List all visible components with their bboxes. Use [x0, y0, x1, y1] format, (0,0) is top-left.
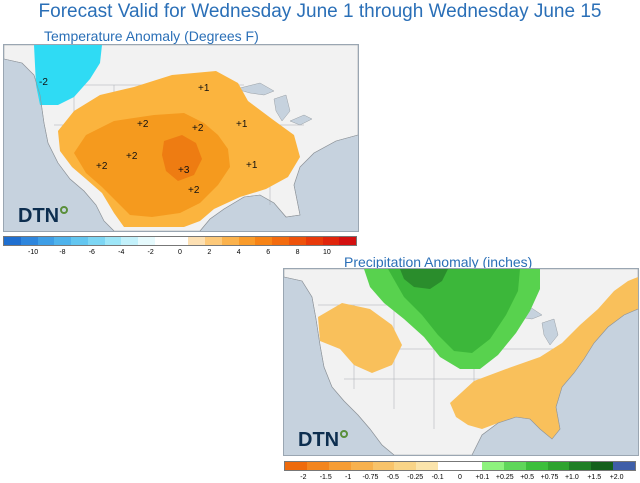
- legend-swatch: [54, 237, 72, 245]
- temperature-map: -2 +1 +2 +2 +1 +2 +2 +3 +1 +2 DTN: [3, 44, 359, 232]
- legend-tick-label: +2.0: [609, 474, 624, 481]
- legend-swatch: [322, 237, 340, 245]
- legend-tick-label: +0.5: [520, 474, 535, 481]
- legend-tick-label: -0.5: [386, 474, 399, 481]
- legend-swatch: [272, 237, 290, 245]
- legend-tick-label: +0.25: [495, 474, 514, 481]
- legend-swatch: [138, 237, 155, 245]
- legend-swatch: [339, 237, 357, 245]
- legend-tick-label: -0.1: [431, 474, 444, 481]
- temperature-legend: -10 -8 -6 -4 -2 0 2 4 6 8 10: [3, 236, 357, 258]
- temperature-labels: -2 +1 +2 +2 +1 +2 +2 +3 +1 +2: [39, 77, 258, 196]
- legend-swatch: [238, 237, 256, 245]
- dtn-logo: DTN: [18, 205, 69, 228]
- anomaly-label: +2: [126, 151, 138, 162]
- warm-anomaly-dark: [162, 135, 202, 181]
- legend-swatch: [221, 237, 239, 245]
- legend-tick-label: 10: [323, 249, 331, 256]
- legend-tick-label: -10: [28, 249, 39, 256]
- legend-swatch: [503, 462, 526, 470]
- dry-anomaly-west: [318, 303, 402, 373]
- legend-tick-label: +0.1: [475, 474, 490, 481]
- legend-swatch: [87, 237, 105, 245]
- precipitation-map: DTN: [283, 268, 639, 456]
- anomaly-label: +1: [198, 83, 210, 94]
- legend-tick-label: 2: [207, 249, 212, 256]
- legend-swatch: [416, 462, 439, 470]
- precipitation-legend-bar: [284, 461, 636, 471]
- legend-swatch: [591, 462, 614, 470]
- legend-tick-label: -2: [300, 474, 307, 481]
- anomaly-label: +3: [178, 165, 190, 176]
- cold-anomaly-area: [34, 45, 102, 105]
- legend-swatch: [104, 237, 122, 245]
- legend-tick-label: +1.0: [564, 474, 579, 481]
- legend-tick-label: 8: [295, 249, 300, 256]
- legend-swatch: [350, 462, 373, 470]
- legend-tick-label: +1.5: [587, 474, 602, 481]
- legend-tick-label: +0.75: [540, 474, 559, 481]
- legend-tick-label: -6: [88, 249, 95, 256]
- dry-anomaly-southeast: [450, 277, 638, 439]
- legend-tick-label: -2: [147, 249, 154, 256]
- legend-swatch: [394, 462, 417, 470]
- legend-swatch: [613, 462, 635, 470]
- wet-anomaly-mid: [388, 269, 520, 353]
- legend-swatch: [154, 237, 172, 245]
- legend-swatch: [460, 462, 482, 470]
- main-title: Forecast Valid for Wednesday June 1 thro…: [38, 1, 602, 22]
- legend-tick-label: -0.25: [407, 474, 424, 481]
- anomaly-label: +2: [188, 185, 200, 196]
- precipitation-map-title: Precipitation Anomaly (inches): [344, 254, 533, 270]
- legend-swatch: [71, 237, 88, 245]
- dtn-logo: DTN: [298, 429, 349, 452]
- anomaly-label: +1: [246, 160, 258, 171]
- anomaly-label: -2: [39, 77, 48, 88]
- legend-swatch: [438, 462, 460, 470]
- precipitation-legend-ticks: -2 -1.5 -1 -0.75 -0.5 -0.25 -0.1 0 +0.1 +0.25 +0.5…: [284, 471, 636, 483]
- legend-tick-label: 0: [178, 249, 182, 256]
- legend-swatch: [285, 462, 307, 470]
- anomaly-label: +2: [137, 119, 149, 130]
- temperature-map-title: Temperature Anomaly (Degrees F): [44, 28, 259, 44]
- legend-swatch: [547, 462, 570, 470]
- legend-swatch: [37, 237, 55, 245]
- legend-tick-label: 4: [236, 249, 241, 256]
- legend-tick-label: 0: [458, 474, 462, 481]
- legend-swatch: [525, 462, 548, 470]
- legend-tick-label: -1: [344, 474, 352, 481]
- temperature-legend-ticks: -10 -8 -6 -4 -2 0 2 4 6 8 10: [3, 246, 357, 258]
- anomaly-label: +1: [236, 119, 248, 130]
- coastline: [4, 58, 358, 231]
- temperature-map-svg: -2 +1 +2 +2 +1 +2 +2 +3 +1 +2: [4, 45, 358, 231]
- great-lakes: [235, 82, 313, 126]
- wet-anomaly-dark: [400, 269, 448, 289]
- legend-swatch: [481, 462, 504, 470]
- precipitation-map-svg: [284, 269, 638, 455]
- legend-swatch: [289, 237, 306, 245]
- legend-swatch: [328, 462, 351, 470]
- legend-swatch: [305, 237, 323, 245]
- warm-anomaly-mid: [74, 113, 230, 217]
- legend-swatch: [4, 237, 21, 245]
- coastline: [284, 276, 638, 455]
- legend-swatch: [188, 237, 206, 245]
- legend-swatch: [20, 237, 38, 245]
- legend-swatch: [171, 237, 189, 245]
- legend-swatch: [569, 462, 592, 470]
- legend-swatch: [255, 237, 273, 245]
- legend-tick-label: 6: [266, 249, 271, 256]
- legend-tick-label: -1.5: [319, 474, 332, 481]
- legend-swatch: [205, 237, 222, 245]
- legend-swatch: [306, 462, 329, 470]
- anomaly-label: +2: [96, 161, 108, 172]
- legend-tick-label: -8: [59, 249, 66, 256]
- temperature-legend-bar: [3, 236, 357, 246]
- anomaly-label: +2: [192, 123, 204, 134]
- legend-tick-label: -4: [118, 249, 125, 256]
- legend-swatch: [121, 237, 139, 245]
- precipitation-legend: -2 -1.5 -1 -0.75 -0.5 -0.25 -0.1 0 +0.1 +0.25 +0.5…: [284, 461, 636, 483]
- legend-swatch: [372, 462, 395, 470]
- legend-tick-label: -0.75: [362, 474, 379, 481]
